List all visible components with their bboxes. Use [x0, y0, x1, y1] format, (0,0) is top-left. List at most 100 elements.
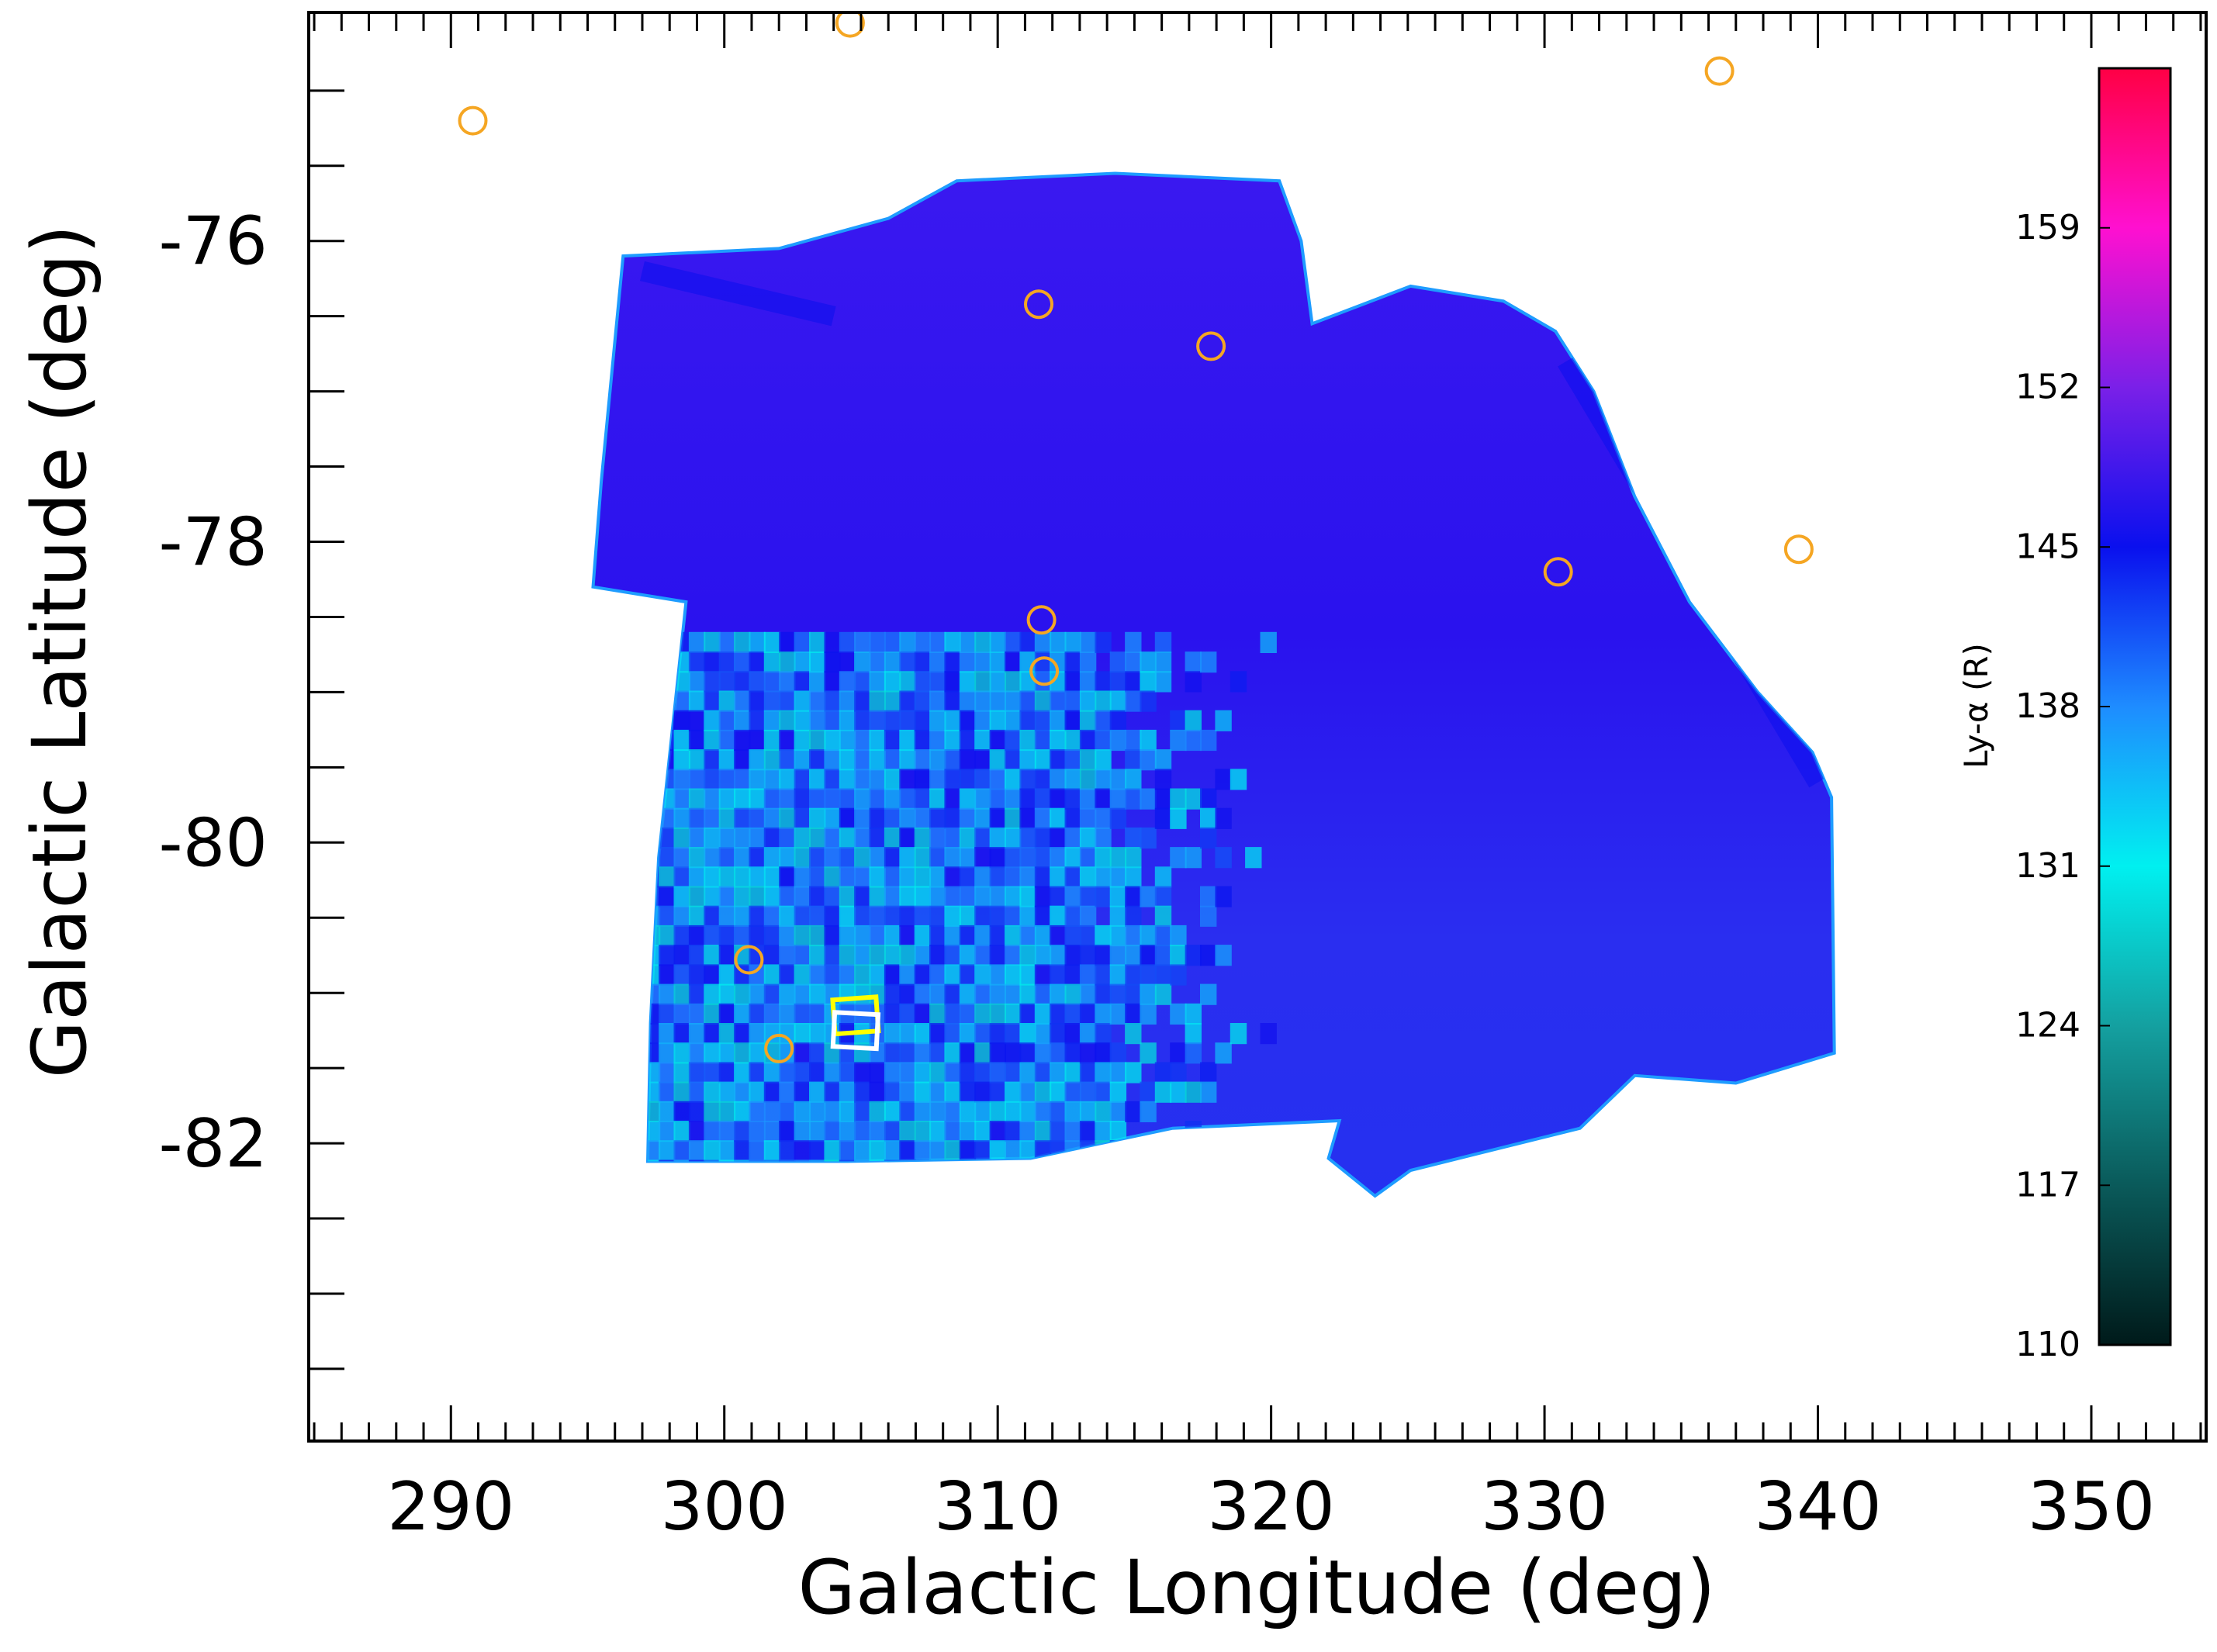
map-cell [1079, 631, 1097, 653]
map-cell [1109, 1042, 1127, 1064]
map-cell [809, 964, 826, 986]
map-cell [1064, 1101, 1081, 1122]
map-cell [884, 749, 901, 771]
y-axis-label: Galactic Latitude (deg) [16, 225, 103, 1079]
map-cell [959, 1160, 977, 1181]
map-cell [659, 1140, 676, 1162]
x-tick-label: 300 [661, 1468, 788, 1546]
map-cell [628, 847, 645, 869]
map-cell [899, 788, 916, 810]
map-cell [1005, 690, 1022, 712]
map-cell [914, 983, 932, 1005]
map-cell [673, 1003, 690, 1025]
map-cell [914, 964, 932, 986]
map-cell [854, 945, 871, 966]
map-cell [854, 671, 871, 693]
map-cell [688, 1062, 706, 1083]
map-cell [914, 1062, 932, 1083]
map-cell [929, 1160, 946, 1181]
map-cell [1005, 807, 1022, 829]
map-cell [899, 847, 916, 869]
map-cell [1019, 769, 1036, 790]
map-cell [734, 1003, 751, 1025]
map-cell [1260, 1023, 1277, 1045]
map-cell [673, 807, 690, 829]
map-cell [959, 1062, 977, 1083]
map-cell [944, 690, 961, 712]
map-cell [899, 827, 916, 849]
map-cell [704, 827, 721, 849]
x-axis-label: Galactic Longitude (deg) [798, 1544, 1716, 1631]
map-cell [718, 749, 736, 771]
map-cell [718, 1003, 736, 1025]
map-cell [809, 749, 826, 771]
map-cell [974, 964, 991, 986]
map-cell [763, 651, 781, 673]
map-cell [718, 886, 736, 907]
map-cell [794, 905, 811, 927]
map-cell [839, 827, 856, 849]
map-cell [884, 769, 901, 790]
map-cell [839, 945, 856, 966]
map-cell [1064, 671, 1081, 693]
map-cell [794, 1140, 811, 1162]
map-cell [1109, 866, 1127, 888]
map-cell [1095, 690, 1112, 712]
map-cell [914, 945, 932, 966]
map-cell [673, 769, 690, 790]
map-cell [1140, 788, 1157, 810]
map-cell [1140, 729, 1157, 752]
map-cell [1170, 710, 1187, 731]
map-cell [718, 807, 736, 829]
map-cell [1079, 1140, 1097, 1162]
map-cell [688, 631, 706, 653]
map-cell [659, 827, 676, 849]
map-rim-haze [640, 261, 836, 327]
map-cell [839, 1121, 856, 1142]
map-cell [794, 1101, 811, 1122]
map-cell [1034, 983, 1052, 1005]
map-cell [899, 690, 916, 712]
map-cell [944, 866, 961, 888]
map-cell [974, 1003, 991, 1025]
map-cell [989, 847, 1006, 869]
map-cell [929, 886, 946, 907]
map-cell [779, 1081, 796, 1103]
map-cell [944, 710, 961, 731]
map-cell [1109, 1121, 1127, 1142]
map-cell [824, 1121, 841, 1142]
map-cell [1034, 1101, 1052, 1122]
source-circle [1543, 557, 1573, 587]
map-cell [884, 983, 901, 1005]
map-cell [899, 1081, 916, 1103]
map-cell [989, 671, 1006, 693]
map-cell [884, 671, 901, 693]
map-cell [944, 983, 961, 1005]
map-cell [718, 905, 736, 927]
map-cell [1095, 671, 1112, 693]
map-cell [718, 945, 736, 966]
map-cell [884, 886, 901, 907]
map-cell [718, 1042, 736, 1064]
map-cell [884, 827, 901, 849]
map-cell [1019, 924, 1036, 947]
map-cell [628, 886, 645, 907]
map-cell [1034, 651, 1052, 673]
map-cell [1140, 945, 1157, 966]
map-cell [673, 1062, 690, 1083]
x-tick-label: 350 [2028, 1468, 2155, 1546]
map-cell [628, 827, 645, 849]
map-cell [944, 749, 961, 771]
map-cell [899, 886, 916, 907]
map-cell [628, 1081, 645, 1103]
map-cell [1140, 1160, 1157, 1181]
map-cell [628, 983, 645, 1005]
map-cell [734, 886, 751, 907]
map-cell [929, 651, 946, 673]
map-cell [974, 671, 991, 693]
map-cell [1079, 924, 1097, 947]
map-cell [704, 690, 721, 712]
map-cell [899, 1121, 916, 1142]
map-cell [1109, 924, 1127, 947]
map-cell [929, 671, 946, 693]
